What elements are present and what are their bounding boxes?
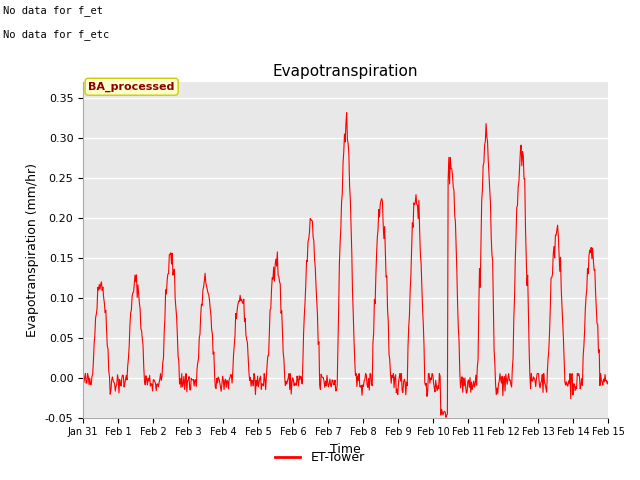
Text: No data for f_etc: No data for f_etc [3,29,109,40]
Legend: ET-Tower: ET-Tower [270,446,370,469]
Y-axis label: Evapotranspiration (mm/hr): Evapotranspiration (mm/hr) [26,163,39,336]
Title: Evapotranspiration: Evapotranspiration [273,64,419,79]
Text: No data for f_et: No data for f_et [3,5,103,16]
X-axis label: Time: Time [330,443,361,456]
Text: BA_processed: BA_processed [88,82,175,92]
